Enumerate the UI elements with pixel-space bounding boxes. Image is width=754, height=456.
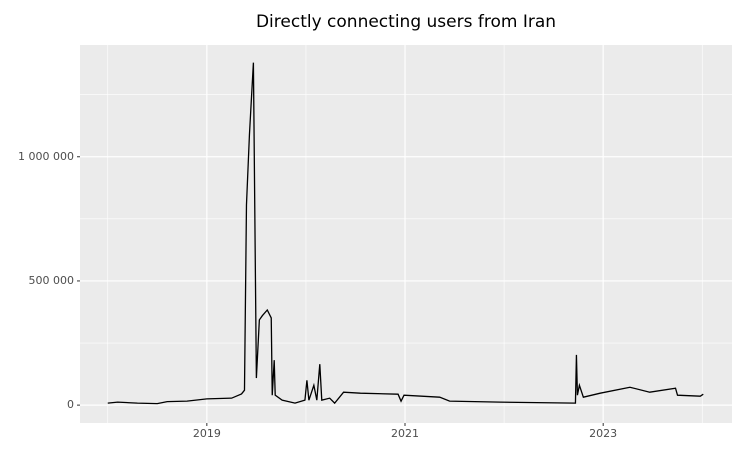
chart-title: Directly connecting users from Iran xyxy=(256,12,556,32)
x-tick-label: 2021 xyxy=(391,427,419,440)
plot-panel xyxy=(80,45,732,423)
x-tick-label: 2023 xyxy=(589,427,617,440)
data-line xyxy=(107,62,704,405)
y-tick-label: 500 000 xyxy=(29,274,75,287)
y-tick-label: 0 xyxy=(67,398,74,411)
x-tick-label: 2019 xyxy=(193,427,221,440)
y-tick-label: 1 000 000 xyxy=(18,150,74,163)
